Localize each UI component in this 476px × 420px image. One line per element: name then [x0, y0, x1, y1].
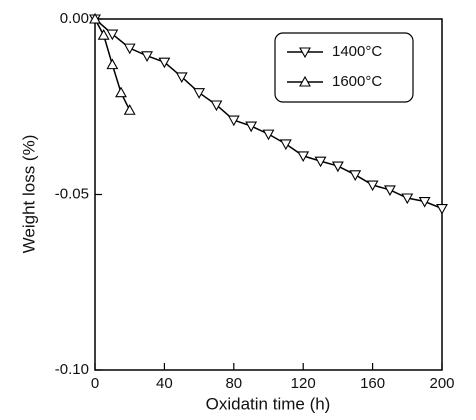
data-point	[158, 57, 171, 69]
data-point	[210, 100, 223, 112]
data-point	[314, 156, 327, 168]
data-point	[227, 115, 240, 127]
x-tick-label: 0	[91, 375, 99, 392]
y-tick-label: -0.10	[55, 361, 89, 378]
x-axis-label: Oxidatin time (h)	[206, 394, 331, 413]
data-point	[418, 196, 431, 208]
data-point	[106, 29, 119, 41]
data-point	[366, 180, 379, 192]
legend-label: 1400°C	[332, 43, 382, 60]
x-tick-label: 200	[429, 375, 454, 392]
y-axis-label: Weight loss (%)	[19, 135, 38, 254]
data-point	[175, 72, 188, 84]
legend-label: 1600°C	[332, 73, 382, 90]
x-tick-label: 160	[360, 375, 385, 392]
data-point	[141, 51, 153, 62]
y-tick-label: -0.05	[55, 185, 89, 202]
x-tick-label: 120	[291, 375, 316, 392]
data-point	[123, 104, 136, 115]
data-point	[349, 170, 362, 181]
data-point	[89, 12, 101, 24]
x-tick-label: 40	[156, 375, 173, 392]
data-point	[436, 203, 448, 215]
y-tick-label: 0.00	[60, 10, 89, 27]
data-point	[384, 185, 396, 197]
data-point	[262, 129, 275, 141]
data-point	[106, 58, 119, 70]
data-point	[279, 139, 292, 151]
x-tick-label: 80	[225, 375, 242, 392]
data-point	[115, 86, 127, 98]
data-point	[97, 29, 110, 40]
data-point	[245, 121, 258, 133]
data-point	[297, 151, 310, 163]
data-point	[331, 161, 344, 173]
data-point	[401, 193, 414, 205]
data-point	[123, 43, 136, 55]
legend-marker	[299, 47, 311, 59]
legend-marker	[299, 75, 311, 87]
data-point	[193, 88, 206, 99]
